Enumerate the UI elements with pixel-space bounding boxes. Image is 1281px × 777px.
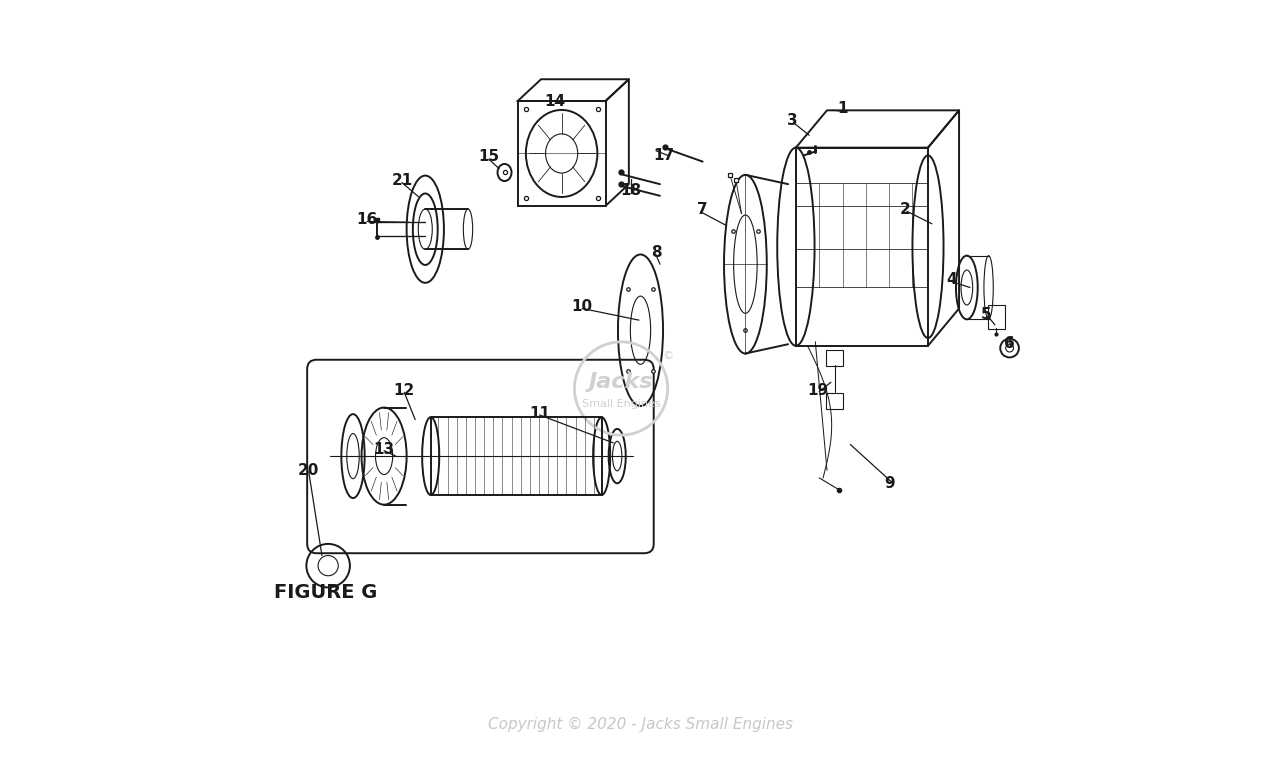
Text: 17: 17	[653, 148, 674, 163]
Text: 15: 15	[478, 149, 500, 165]
Text: 11: 11	[529, 406, 550, 421]
Text: 2: 2	[899, 202, 910, 218]
Text: 16: 16	[356, 211, 378, 227]
Text: 1: 1	[838, 101, 848, 117]
Text: 13: 13	[374, 441, 395, 457]
Text: 4: 4	[945, 272, 957, 287]
Text: 6: 6	[1004, 336, 1015, 351]
Text: 12: 12	[393, 383, 414, 399]
Text: 8: 8	[651, 245, 661, 260]
Text: Copyright © 2020 - Jacks Small Engines: Copyright © 2020 - Jacks Small Engines	[488, 716, 793, 732]
Text: Jacks: Jacks	[589, 372, 653, 392]
Text: 5: 5	[981, 307, 991, 322]
Text: 19: 19	[807, 382, 829, 398]
Text: 7: 7	[697, 202, 708, 218]
Text: 20: 20	[298, 462, 319, 478]
Text: 14: 14	[544, 93, 566, 109]
Text: 3: 3	[787, 113, 797, 128]
Text: 9: 9	[884, 476, 894, 491]
Text: ©: ©	[662, 351, 674, 361]
Text: 18: 18	[620, 183, 642, 198]
Text: FIGURE G: FIGURE G	[274, 583, 377, 601]
Text: Small Engines: Small Engines	[582, 399, 661, 409]
Text: 21: 21	[391, 172, 412, 188]
Text: 10: 10	[571, 299, 593, 315]
